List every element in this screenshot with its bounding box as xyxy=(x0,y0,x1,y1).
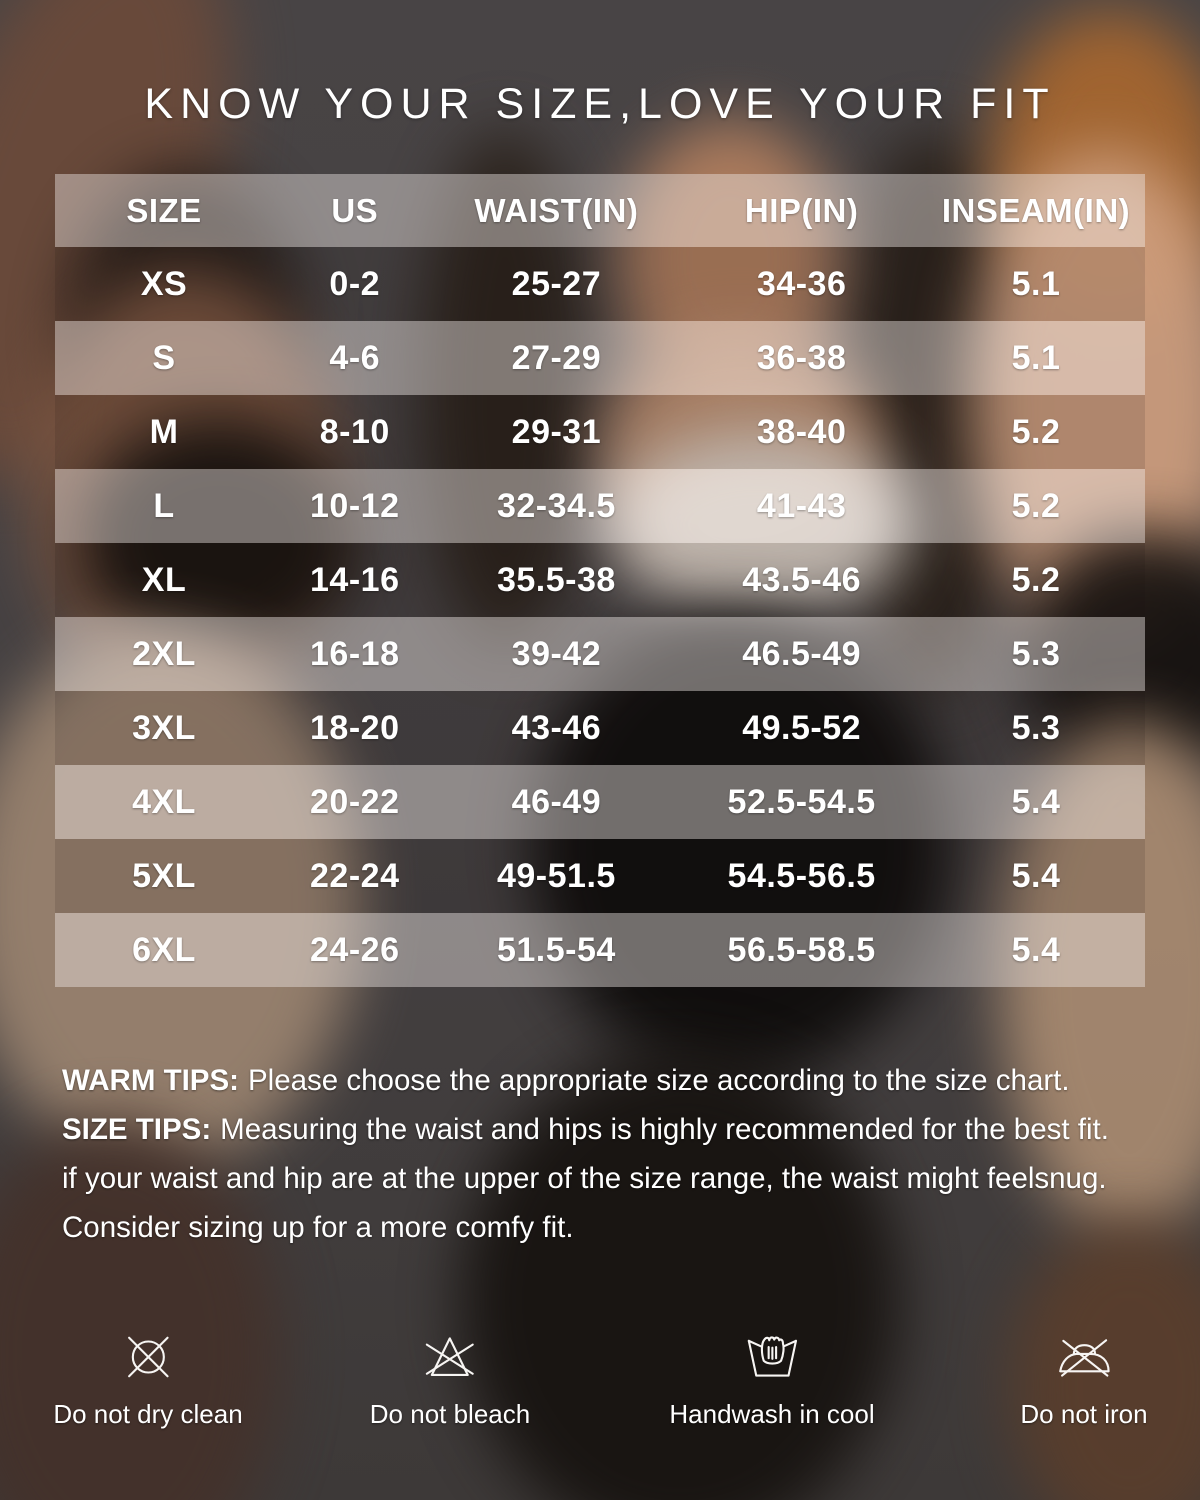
care-item-handwash: Handwash in cool xyxy=(669,1326,875,1430)
table-cell: 5.3 xyxy=(1011,708,1061,747)
photo-blob xyxy=(0,630,360,1170)
table-row-5xl: 5XL 22-24 49-51.5 54.5-56.5 5.4 xyxy=(55,839,1145,913)
size-tips-label: SIZE TIPS: xyxy=(62,1113,212,1146)
page-title: KNOW YOUR SIZE,LOVE YOUR FIT xyxy=(144,80,1056,128)
photo-blob xyxy=(80,420,360,660)
table-row-m: M 8-10 29-31 38-40 5.2 xyxy=(55,395,1145,469)
do-not-bleach-icon xyxy=(425,1337,474,1377)
table-cell: XL xyxy=(141,560,187,599)
table-cell: 51.5-54 xyxy=(496,930,616,969)
care-label: Do not iron xyxy=(1020,1399,1148,1429)
table-row-xl: XL 14-16 35.5-38 43.5-46 5.2 xyxy=(55,543,1145,617)
care-item-do-not-bleach: Do not bleach xyxy=(370,1326,530,1430)
care-label: Do not bleach xyxy=(369,1399,531,1429)
tips-section: WARM TIPS: Please choose the appropriate … xyxy=(62,1056,1152,1252)
photo-blob xyxy=(530,610,950,1080)
table-cell: 46-49 xyxy=(511,782,602,821)
size-tips-line: SIZE TIPS: Measuring the waist and hips i… xyxy=(62,1105,1152,1154)
care-label: Do not dry clean xyxy=(53,1399,243,1429)
warm-tips-line: WARM TIPS: Please choose the appropriate … xyxy=(62,1056,1152,1105)
table-cell: L xyxy=(153,486,175,525)
warm-tips-label: WARM TIPS: xyxy=(62,1064,239,1097)
tips-note-line-1: if your waist and hip are at the upper o… xyxy=(62,1162,1107,1195)
table-cell: 5.1 xyxy=(1011,264,1061,303)
column-header-inseam: INSEAM(IN) xyxy=(941,191,1131,229)
column-header-us: US xyxy=(331,191,379,229)
tips-note-line-2: Consider sizing up for a more comfy fit. xyxy=(62,1211,574,1244)
table-cell: 18-20 xyxy=(310,708,400,747)
table-cell: 24-26 xyxy=(310,930,400,969)
table-cell: 49.5-52 xyxy=(742,708,862,747)
table-row-3xl: 3XL 18-20 43-46 49.5-52 5.3 xyxy=(55,691,1145,765)
table-cell: 6XL xyxy=(132,930,196,969)
table-cell: 5.1 xyxy=(1011,338,1061,377)
table-cell: 8-10 xyxy=(319,412,390,451)
table-cell: 5.2 xyxy=(1011,486,1061,525)
column-header-waist: WAIST(IN) xyxy=(474,191,639,229)
table-cell: 5XL xyxy=(132,856,196,895)
table-cell: 4XL xyxy=(132,782,196,821)
table-cell: 39-42 xyxy=(511,634,602,673)
table-row-l: L 10-12 32-34.5 41-43 5.2 xyxy=(55,469,1145,543)
care-label: Handwash in cool xyxy=(669,1399,875,1429)
table-cell: M xyxy=(149,412,179,451)
size-chart-table: SIZE US WAIST(IN) HIP(IN) INSEAM(IN) XS … xyxy=(55,174,1145,987)
table-cell: 25-27 xyxy=(511,264,602,303)
table-cell: S xyxy=(152,338,176,377)
table-cell: 29-31 xyxy=(511,412,602,451)
table-cell: 32-34.5 xyxy=(496,486,616,525)
table-cell: 27-29 xyxy=(511,338,602,377)
warm-tips-text: Please choose the appropriate size accor… xyxy=(248,1064,1070,1097)
column-header-size: SIZE xyxy=(126,191,202,229)
table-header-row: SIZE US WAIST(IN) HIP(IN) INSEAM(IN) xyxy=(55,174,1145,247)
table-cell: 5.3 xyxy=(1011,634,1061,673)
table-cell: 43-46 xyxy=(511,708,602,747)
handwash-icon xyxy=(747,1336,797,1377)
table-cell: 20-22 xyxy=(310,782,400,821)
column-header-hip: HIP(IN) xyxy=(744,191,859,229)
table-row-s: S 4-6 27-29 36-38 5.1 xyxy=(55,321,1145,395)
table-cell: 35.5-38 xyxy=(496,560,616,599)
table-cell: 49-51.5 xyxy=(496,856,616,895)
table-cell: 16-18 xyxy=(310,634,400,673)
table-cell: 5.2 xyxy=(1011,412,1061,451)
table-cell: 14-16 xyxy=(310,560,400,599)
table-row-4xl: 4XL 20-22 46-49 52.5-54.5 5.4 xyxy=(55,765,1145,839)
table-cell: 5.4 xyxy=(1011,782,1061,821)
table-cell: 3XL xyxy=(132,708,196,747)
table-row-2xl: 2XL 16-18 39-42 46.5-49 5.3 xyxy=(55,617,1145,691)
table-cell: 56.5-58.5 xyxy=(727,930,876,969)
table-cell: 38-40 xyxy=(756,412,847,451)
table-cell: 46.5-49 xyxy=(742,634,862,673)
size-tips-text: Measuring the waist and hips is highly r… xyxy=(220,1113,1109,1146)
do-not-iron-icon xyxy=(1058,1339,1110,1377)
table-cell: 5.4 xyxy=(1011,856,1061,895)
table-cell: 52.5-54.5 xyxy=(727,782,876,821)
care-item-do-not-dry-clean: Do not dry clean xyxy=(53,1326,243,1430)
care-item-do-not-iron: Do not iron xyxy=(1020,1326,1148,1430)
table-cell: 34-36 xyxy=(756,264,847,303)
photo-blob xyxy=(460,1050,900,1500)
table-cell: 5.2 xyxy=(1011,560,1061,599)
table-cell: 22-24 xyxy=(310,856,400,895)
photo-blob xyxy=(1000,720,1200,1240)
table-cell: 0-2 xyxy=(329,264,381,303)
table-row-6xl: 6XL 24-26 51.5-54 56.5-58.5 5.4 xyxy=(55,913,1145,987)
do-not-dry-clean-icon xyxy=(127,1336,169,1378)
photo-blob xyxy=(610,430,910,620)
table-cell: 4-6 xyxy=(329,338,381,377)
table-row-xs: XS 0-2 25-27 34-36 5.1 xyxy=(55,247,1145,321)
table-cell: 54.5-56.5 xyxy=(727,856,876,895)
photo-blob xyxy=(420,130,590,650)
table-cell: 41-43 xyxy=(756,486,847,525)
table-cell: 5.4 xyxy=(1011,930,1061,969)
table-cell: 2XL xyxy=(132,634,196,673)
table-cell: XS xyxy=(140,264,188,303)
table-cell: 36-38 xyxy=(756,338,847,377)
table-cell: 10-12 xyxy=(310,486,400,525)
table-cell: 43.5-46 xyxy=(742,560,862,599)
